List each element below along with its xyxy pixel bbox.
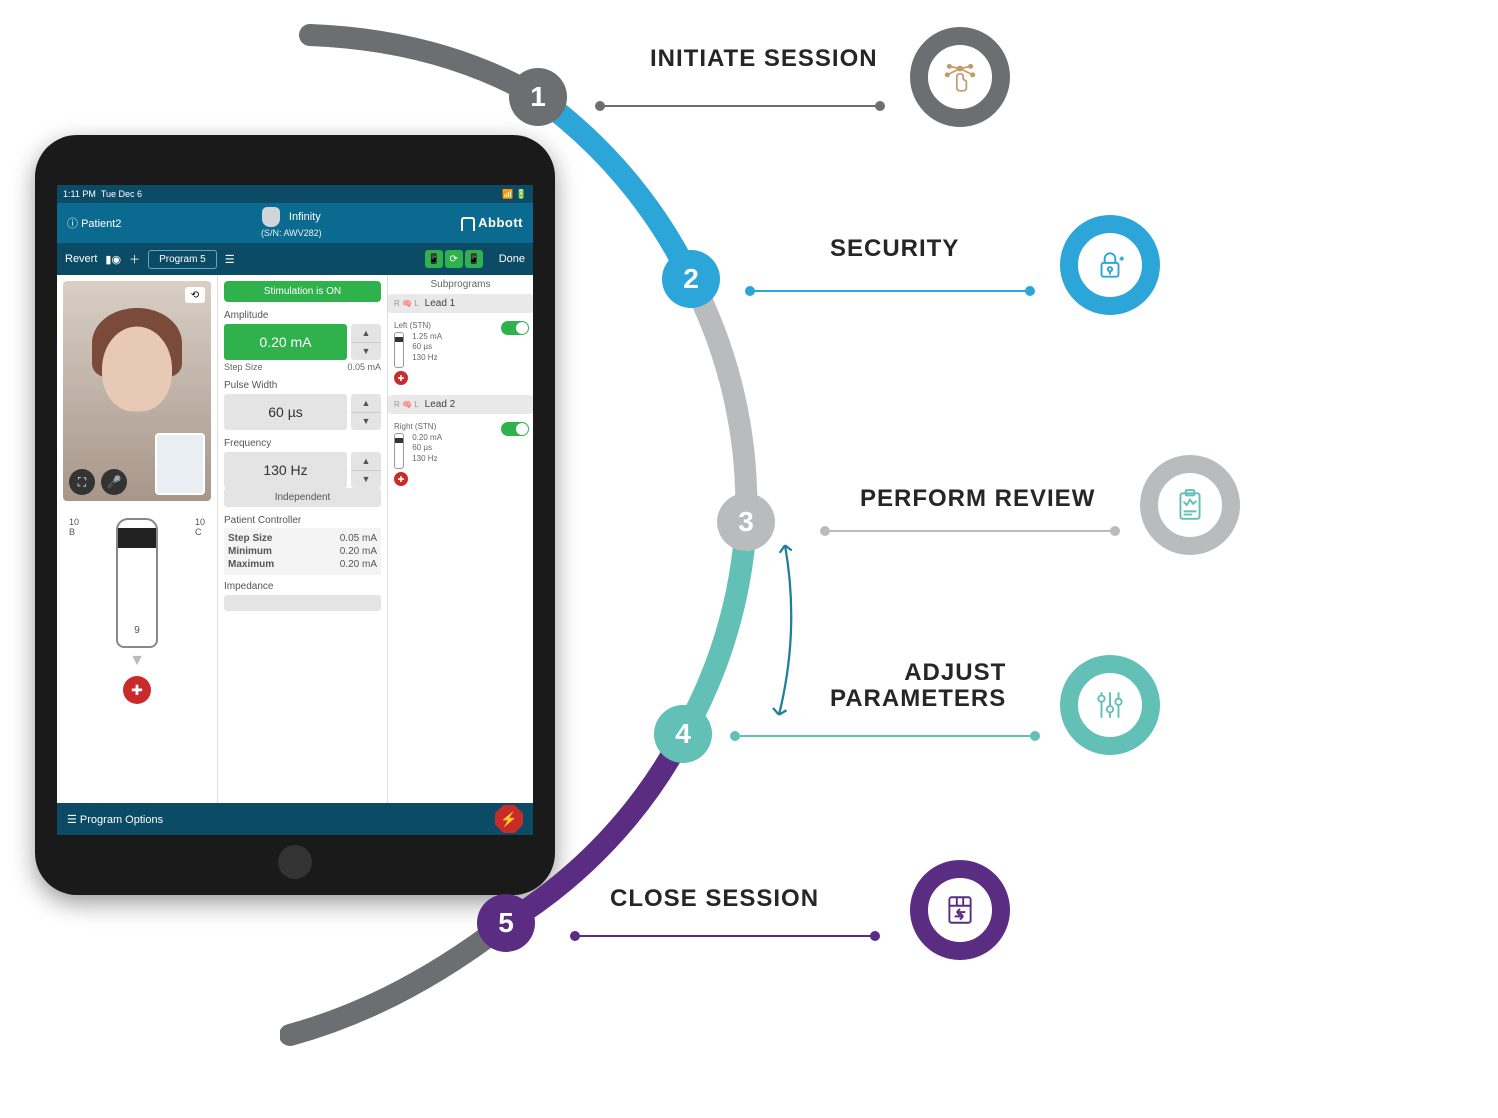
process-arc: 1 INITIATE SESSION .arc-area .connector:…: [280, 15, 1300, 1095]
step-5-label: CLOSE SESSION: [610, 885, 819, 913]
pc-row-key: Minimum: [228, 546, 272, 557]
col-video-lead: ⟲ ⛶ 🎤 10B10C 9 ▼ ✚: [57, 275, 217, 803]
case-electrode-icon[interactable]: ✚: [123, 676, 151, 704]
camera-icon[interactable]: ▮◉: [105, 253, 121, 266]
program-options-button[interactable]: ☰ Program Options: [67, 813, 163, 826]
step-1-connector: [600, 105, 880, 107]
lock-icon: [1093, 248, 1127, 282]
revert-button[interactable]: Revert: [65, 253, 97, 265]
lead-diagram: 10B10C 9 ▼ ✚: [63, 511, 211, 711]
clipboard-icon: [1173, 488, 1207, 522]
step-5-connector: [575, 935, 875, 937]
step-2-label: SECURITY: [830, 235, 959, 263]
patient-pill[interactable]: ⓘ Patient2: [67, 215, 121, 231]
program-selector[interactable]: Program 5: [148, 250, 217, 269]
step-4-icon-ring: [1060, 655, 1160, 755]
step-2-badge: 2: [662, 250, 720, 308]
network-touch-icon: [943, 60, 977, 94]
video-pip[interactable]: [155, 433, 205, 495]
step-4-label: ADJUSTPARAMETERS: [830, 660, 1006, 713]
video-call[interactable]: ⟲ ⛶ 🎤: [63, 281, 211, 501]
list-icon[interactable]: ☰: [225, 253, 235, 266]
step-5-icon-ring: [910, 860, 1010, 960]
status-time: 1:11 PM Tue Dec 6: [63, 189, 142, 199]
device-icon: [262, 207, 280, 227]
step-3-connector: [825, 530, 1115, 532]
step-3-label: PERFORM REVIEW: [860, 485, 1095, 513]
sliders-icon: [1093, 688, 1127, 722]
add-button[interactable]: ＋: [129, 251, 140, 267]
mute-icon[interactable]: 🎤: [101, 469, 127, 495]
step-1-badge: 1: [509, 68, 567, 126]
exit-icon: [943, 893, 977, 927]
step-5-badge: 5: [477, 894, 535, 952]
step-2-icon-ring: [1060, 215, 1160, 315]
pc-row-key: Maximum: [228, 559, 274, 570]
bidirectional-arrow-icon: [770, 505, 800, 755]
step-1-label: INITIATE SESSION: [650, 45, 878, 73]
amp-stepsize-label: Step Size: [224, 362, 263, 372]
step-4-badge: 4: [654, 705, 712, 763]
step-1-icon-ring: [910, 27, 1010, 127]
step-3-badge: 3: [717, 493, 775, 551]
step-3-icon-ring: [1140, 455, 1240, 555]
chevron-down-icon[interactable]: ▼: [129, 652, 145, 670]
camera-flip-icon[interactable]: ⟲: [185, 287, 205, 303]
fullscreen-icon[interactable]: ⛶: [69, 469, 95, 495]
step-2-connector: [750, 290, 1030, 292]
pc-row-key: Step Size: [228, 533, 272, 544]
probe-graphic[interactable]: 9: [116, 518, 158, 648]
